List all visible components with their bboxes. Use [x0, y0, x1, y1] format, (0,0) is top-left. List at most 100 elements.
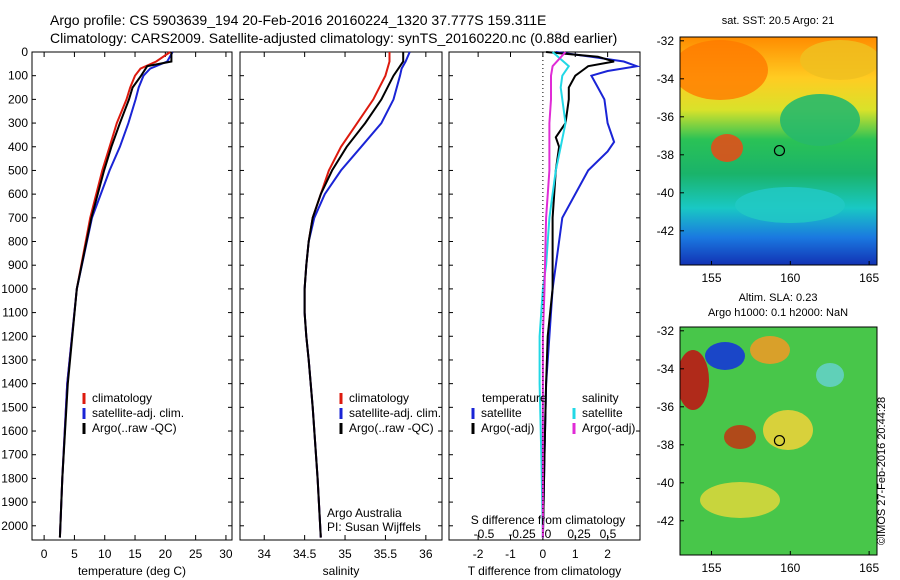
sst-map-xtick-label: 165 [859, 271, 879, 285]
depth-tick-label: 700 [8, 211, 28, 225]
sla-map-title: Altim. SLA: 0.23 [739, 292, 818, 304]
sla-map-ytick-label: -36 [657, 400, 675, 414]
temp-legend-label: Argo(..raw -QC) [92, 421, 177, 435]
depth-tick-label: 1000 [1, 282, 28, 296]
sst-cool-patch [780, 94, 860, 146]
diff-xtick-label: 1 [572, 547, 579, 561]
sla-yellow-3 [700, 482, 780, 518]
depth-tick-label: 1200 [1, 329, 28, 343]
series-line-sal-argo [303, 52, 405, 538]
diff-xlabel: T difference from climatology [468, 564, 622, 578]
sst-warm-eddy [711, 134, 743, 162]
sla-map-xtick-label: 160 [780, 561, 800, 575]
sst-map-frame [679, 36, 878, 266]
header-line-2: Climatology: CARS2009. Satellite-adjuste… [50, 30, 618, 46]
temp-xtick-label: 20 [159, 547, 173, 561]
series-line-temp-argo [58, 52, 173, 538]
argo-position-marker [773, 434, 786, 447]
sst-map-title: sat. SST: 20.5 Argo: 21 [722, 15, 835, 27]
sla-yellow-2 [763, 410, 813, 450]
depth-tick-label: 1700 [1, 448, 28, 462]
sst-warm-patch [680, 40, 768, 100]
sst-map-ytick-label: -36 [657, 110, 675, 124]
sal-xlabel: salinity [323, 564, 360, 578]
diff-legend-label: satellite [582, 406, 623, 420]
sal-xtick-label: 35.5 [374, 547, 398, 561]
depth-tick-label: 800 [8, 235, 28, 249]
depth-tick-label: 1300 [1, 353, 28, 367]
sla-cyan-1 [816, 363, 844, 387]
diff-legend-label: Argo(-adj) [582, 421, 635, 435]
sst-map-ytick-label: -40 [657, 186, 675, 200]
temp-xtick-label: 15 [128, 547, 142, 561]
depth-tick-label: 600 [8, 187, 28, 201]
sla-map-xtick-label: 165 [859, 561, 879, 575]
sla-map-frame [679, 326, 878, 556]
temp-xlabel: temperature (deg C) [78, 564, 186, 578]
sst-map-xtick-label: 155 [702, 271, 722, 285]
temp-xtick-label: 5 [71, 547, 78, 561]
diff-xtick-label: 2 [604, 547, 611, 561]
depth-tick-label: 900 [8, 258, 28, 272]
depth-tick-label: 100 [8, 69, 28, 83]
sal-annotation: Argo Australia [327, 506, 402, 520]
diff-frame [448, 51, 641, 541]
diff-xtick-label: 0 [540, 547, 547, 561]
temp-xtick-label: 30 [219, 547, 233, 561]
depth-tick-label: 1100 [2, 306, 28, 320]
sla-map-ytick-label: -40 [657, 476, 675, 490]
depth-tick-label: 0 [21, 45, 28, 59]
depth-tick-label: 1400 [1, 377, 28, 391]
header-line-1: Argo profile: CS 5903639_194 20-Feb-2016… [50, 12, 547, 28]
diff-stick-label: -0.5 [474, 527, 495, 541]
diff-xtick-label: -2 [473, 547, 484, 561]
depth-tick-label: 1900 [1, 495, 28, 509]
sst-map-xtick-label: 160 [780, 271, 800, 285]
sal-frame [239, 51, 443, 541]
sal-annotation: PI: Susan Wijffels [327, 520, 421, 534]
sla-map-ytick-label: -42 [657, 514, 675, 528]
sal-legend-label: climatology [349, 391, 409, 405]
temp-xtick-label: 25 [189, 547, 203, 561]
sla-low-1 [705, 342, 745, 370]
argo-position-marker [773, 144, 786, 157]
sla-high-1 [680, 350, 709, 410]
sla-yellow-1 [750, 336, 790, 364]
temp-legend-label: climatology [92, 391, 152, 405]
sla-map-ytick-label: -32 [657, 324, 675, 338]
sal-legend-label: Argo(..raw -QC) [349, 421, 434, 435]
series-line-diff-argo_s [541, 51, 567, 538]
sla-map-ytick-label: -38 [657, 438, 675, 452]
sal-legend-label: satellite-adj. clim. [349, 406, 441, 420]
depth-tick-label: 1800 [1, 471, 28, 485]
sla-high-2 [724, 425, 756, 449]
series-line-diff-satellite [541, 51, 641, 538]
sst-map-ytick-label: -42 [657, 224, 675, 238]
diff-xtick-label: -1 [505, 547, 516, 561]
sst-cyan-patch [735, 187, 845, 223]
sla-map-ytick-label: -34 [657, 362, 675, 376]
sst-map-ytick-label: -32 [657, 34, 675, 48]
sal-xtick-label: 34.5 [293, 547, 317, 561]
sla-map [680, 327, 877, 555]
temp-xtick-label: 0 [41, 547, 48, 561]
sst-map [680, 37, 877, 265]
sst-map-ytick-label: -38 [657, 148, 675, 162]
temp-xtick-label: 10 [98, 547, 112, 561]
diff-stick-label: 0.25 [567, 527, 591, 541]
diff-xlabel-top: S difference from climatology [471, 513, 626, 527]
temp-legend-label: satellite-adj. clim. [92, 406, 184, 420]
diff-legend-label: Argo(-adj) [481, 421, 534, 435]
credit-text: ©IMOS 27-Feb-2016 20:44:28 [876, 396, 888, 545]
depth-tick-label: 300 [8, 116, 28, 130]
depth-tick-label: 2000 [1, 519, 28, 533]
diff-stick-label: 0 [545, 527, 552, 541]
diff-stick-label: 0.5 [600, 527, 617, 541]
diff-legend-group: salinity [582, 391, 619, 405]
sst-yellow-patch [800, 40, 877, 80]
temp-frame [31, 51, 233, 541]
depth-tick-label: 400 [8, 140, 28, 154]
sal-xtick-label: 35 [338, 547, 352, 561]
depth-tick-label: 500 [8, 163, 28, 177]
